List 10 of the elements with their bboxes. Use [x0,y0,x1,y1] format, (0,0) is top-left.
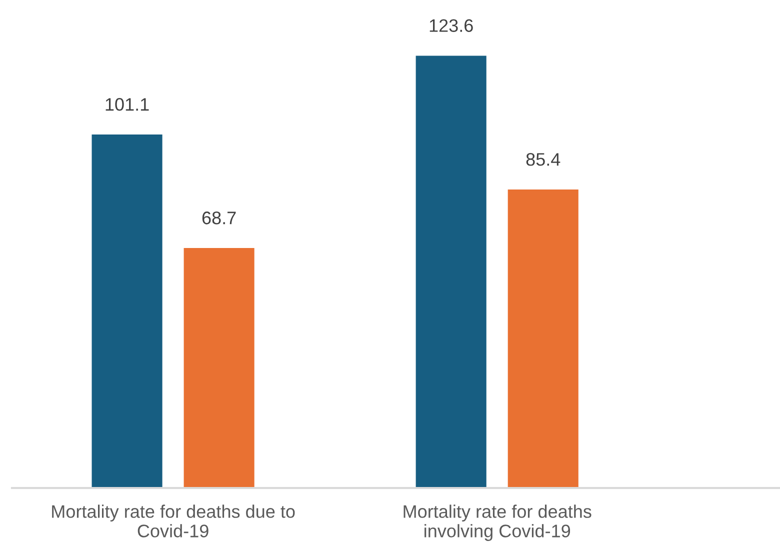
bar [182,246,256,488]
bar [90,133,164,488]
data-label: 68.7 [202,212,236,224]
bar [414,54,488,488]
bar [506,188,580,488]
data-label: 85.4 [526,153,560,166]
data-label: 101.1 [106,98,149,111]
x-tick-label: Mortality rate for deaths involving Covid-19 [404,504,592,541]
x-tick-label: Mortality rate for deaths due to Covid-19 [52,504,295,538]
data-label: 123.6 [430,19,473,32]
